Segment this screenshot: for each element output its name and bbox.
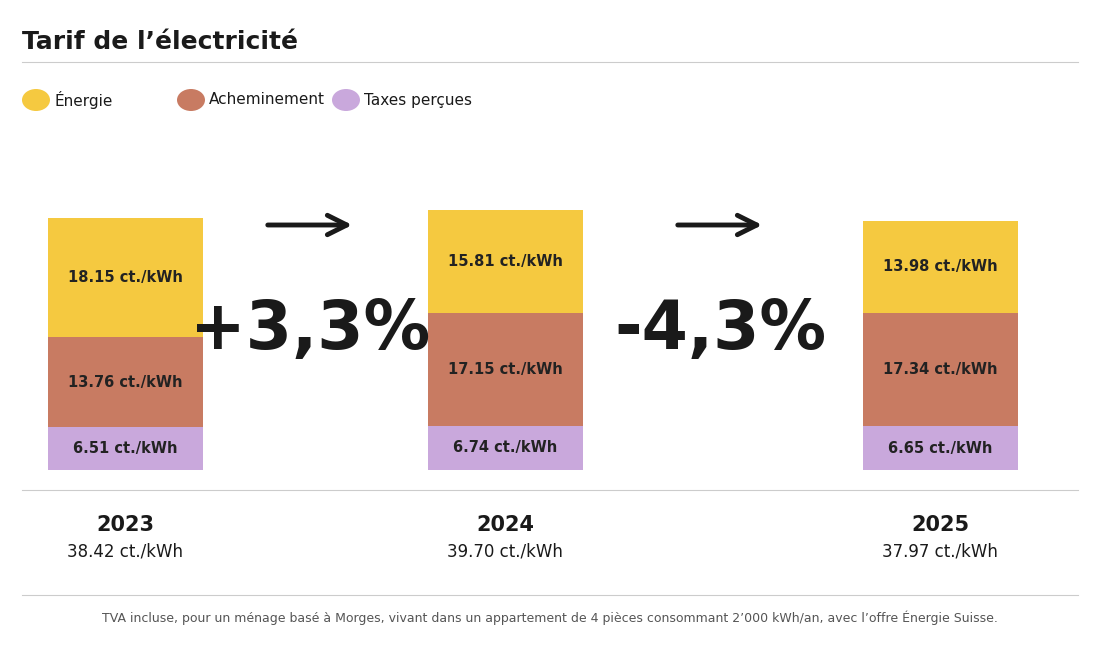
Text: 37.97 ct./kWh: 37.97 ct./kWh: [882, 543, 998, 561]
Text: 17.15 ct./kWh: 17.15 ct./kWh: [448, 362, 562, 377]
Text: Taxes perçues: Taxes perçues: [364, 92, 472, 107]
Text: 2024: 2024: [476, 515, 534, 535]
Text: 6.51 ct./kWh: 6.51 ct./kWh: [73, 441, 177, 456]
Text: TVA incluse, pour un ménage basé à Morges, vivant dans un appartement de 4 pièce: TVA incluse, pour un ménage basé à Morge…: [102, 611, 998, 625]
Text: Tarif de l’électricité: Tarif de l’électricité: [22, 30, 298, 54]
Text: 2023: 2023: [96, 515, 154, 535]
Bar: [428, 426, 583, 470]
Bar: [428, 210, 583, 313]
Bar: [428, 313, 583, 426]
Bar: [862, 426, 1018, 470]
Text: Énergie: Énergie: [54, 91, 112, 109]
Text: 6.65 ct./kWh: 6.65 ct./kWh: [888, 441, 992, 456]
Bar: [862, 313, 1018, 426]
Text: 13.98 ct./kWh: 13.98 ct./kWh: [882, 259, 998, 274]
Ellipse shape: [177, 89, 205, 111]
Ellipse shape: [22, 89, 50, 111]
Text: 18.15 ct./kWh: 18.15 ct./kWh: [67, 270, 183, 285]
Text: 38.42 ct./kWh: 38.42 ct./kWh: [67, 543, 183, 561]
Text: 15.81 ct./kWh: 15.81 ct./kWh: [448, 254, 562, 269]
Text: 6.74 ct./kWh: 6.74 ct./kWh: [453, 441, 557, 456]
Text: Acheminement: Acheminement: [209, 92, 324, 107]
Text: 13.76 ct./kWh: 13.76 ct./kWh: [68, 374, 183, 390]
Text: 17.34 ct./kWh: 17.34 ct./kWh: [882, 362, 998, 377]
Bar: [862, 221, 1018, 313]
Text: 2025: 2025: [911, 515, 969, 535]
Bar: [47, 218, 202, 337]
Text: 39.70 ct./kWh: 39.70 ct./kWh: [447, 543, 563, 561]
Bar: [47, 337, 202, 427]
Text: -4,3%: -4,3%: [614, 297, 826, 363]
Ellipse shape: [332, 89, 360, 111]
Bar: [47, 427, 202, 470]
Text: +3,3%: +3,3%: [190, 297, 430, 363]
